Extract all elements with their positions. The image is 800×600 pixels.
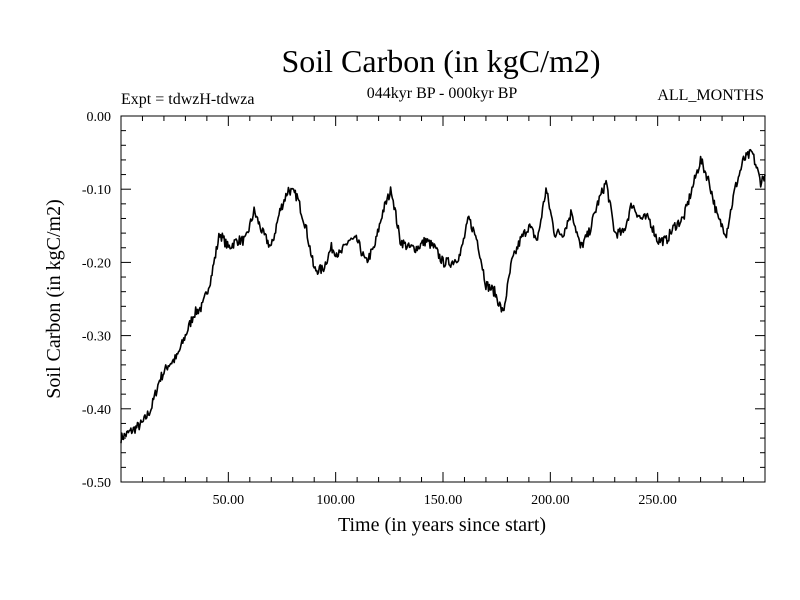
soil-carbon-series-line bbox=[120, 148, 766, 444]
y-tick-label: 0.00 bbox=[87, 110, 112, 125]
minor-ticks bbox=[121, 116, 765, 482]
x-tick-label: 250.00 bbox=[638, 493, 677, 508]
chart-title: Soil Carbon (in kgC/m2) bbox=[281, 43, 600, 79]
x-tick-label: 150.00 bbox=[424, 493, 463, 508]
y-tick-label: -0.10 bbox=[82, 183, 111, 198]
y-axis: 0.00 -0.10 -0.20 -0.30 -0.40 -0.50 bbox=[82, 110, 765, 491]
months-label: ALL_MONTHS bbox=[657, 87, 764, 104]
chart-subtitle: 044kyr BP - 000kyr BP bbox=[367, 85, 518, 102]
experiment-label: Expt = tdwzH-tdwza bbox=[121, 91, 254, 108]
x-tick-label: 200.00 bbox=[531, 493, 570, 508]
x-tick-label: 50.00 bbox=[213, 493, 245, 508]
y-tick-label: -0.30 bbox=[82, 330, 111, 345]
y-tick-label: -0.50 bbox=[82, 476, 111, 491]
y-axis-label: Soil Carbon (in kgC/m2) bbox=[43, 199, 65, 398]
x-axis-label: Time (in years since start) bbox=[338, 514, 546, 536]
plot-frame bbox=[120, 115, 766, 483]
x-tick-label: 100.00 bbox=[316, 493, 355, 508]
y-tick-label: -0.20 bbox=[82, 256, 111, 271]
x-axis: 50.00 100.00 150.00 200.00 250.00 bbox=[213, 116, 677, 508]
y-tick-label: -0.40 bbox=[82, 403, 111, 418]
